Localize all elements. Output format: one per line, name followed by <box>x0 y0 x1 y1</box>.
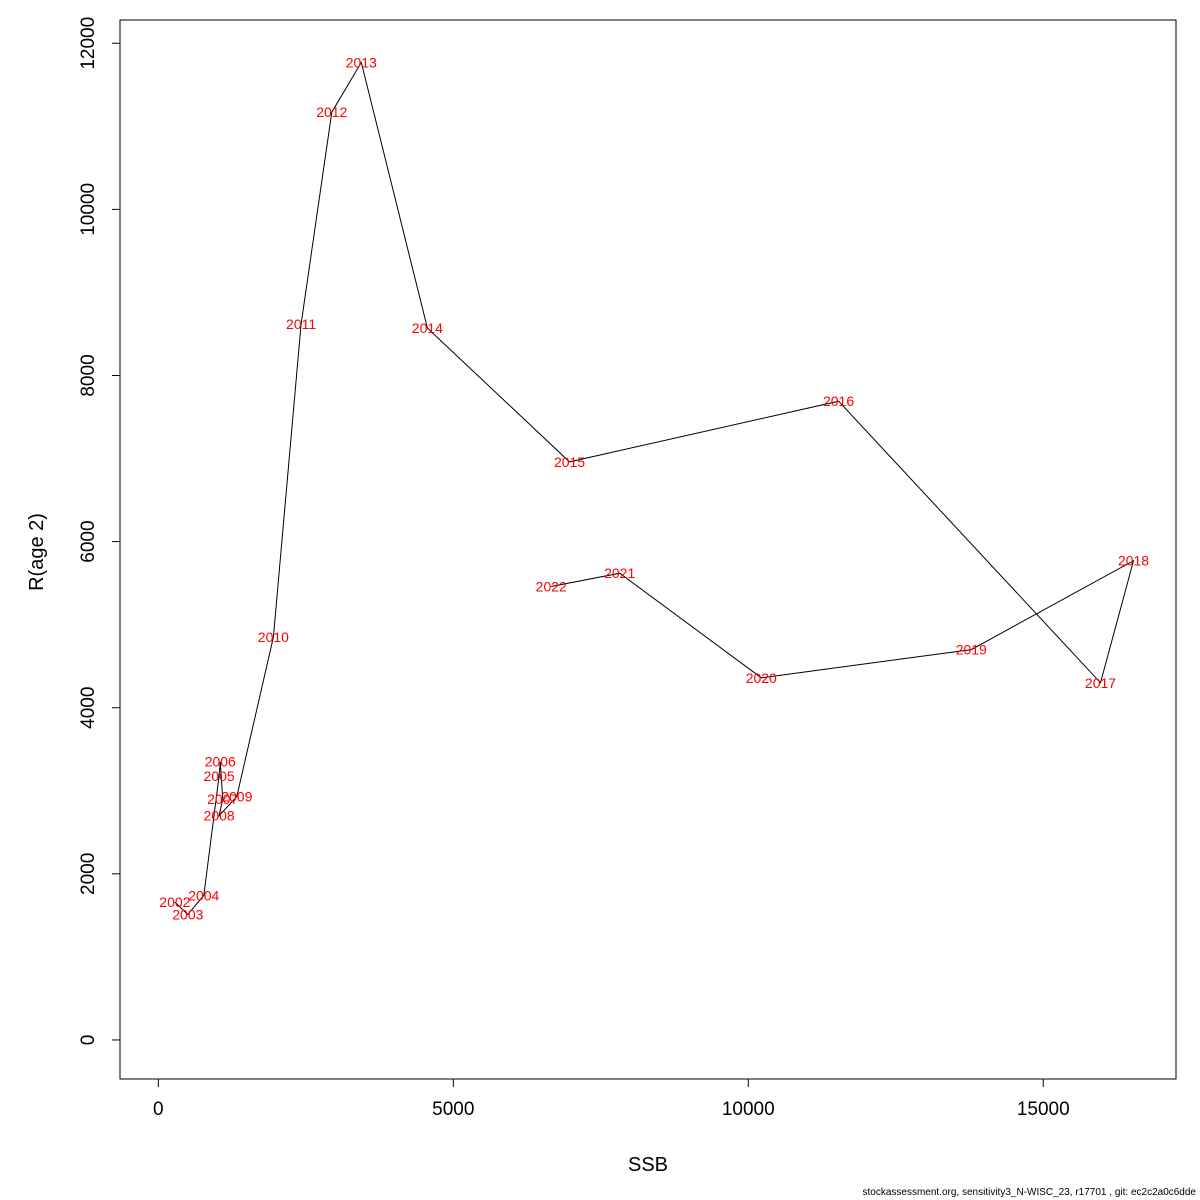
point-label-2003: 2003 <box>172 907 203 923</box>
point-label-2009: 2009 <box>221 789 252 805</box>
point-label-2011: 2011 <box>286 316 316 332</box>
point-label-2010: 2010 <box>258 629 289 645</box>
footer-note: stockassessment.org, sensitivity3_N-WISC… <box>862 1187 1197 1198</box>
point-label-2004: 2004 <box>188 887 219 903</box>
point-label-2014: 2014 <box>412 320 443 336</box>
x-tick-label: 10000 <box>722 1099 775 1120</box>
y-axis: 0 2000 4000 6000 8000 10000 12000 <box>78 17 121 1046</box>
point-label-2006: 2006 <box>205 754 236 770</box>
x-axis-title: SSB <box>628 1154 668 1176</box>
point-label-2016: 2016 <box>823 393 854 409</box>
point-label-2013: 2013 <box>346 54 377 70</box>
y-tick-label: 8000 <box>78 354 99 396</box>
y-tick-label: 10000 <box>78 183 99 236</box>
point-label-2007: 2007 <box>207 791 238 807</box>
y-tick-label: 2000 <box>78 853 99 895</box>
point-label-2019: 2019 <box>956 642 987 658</box>
x-tick-label: 0 <box>153 1099 164 1120</box>
x-axis: 0 5000 10000 15000 <box>153 1078 1070 1120</box>
y-tick-label: 4000 <box>78 687 99 729</box>
x-tick-label: 15000 <box>1017 1099 1070 1120</box>
series-line-path <box>174 61 1135 916</box>
point-label-2008: 2008 <box>204 808 235 824</box>
y-tick-label: 6000 <box>78 520 99 562</box>
point-label-2021: 2021 <box>604 565 635 581</box>
y-axis-title: R(age 2) <box>26 513 48 591</box>
y-tick-label: 12000 <box>78 17 99 70</box>
point-label-2002: 2002 <box>159 894 190 910</box>
point-label-2012: 2012 <box>316 104 347 120</box>
x-tick-label: 5000 <box>432 1099 474 1120</box>
point-label-2015: 2015 <box>554 454 585 470</box>
point-label-2022: 2022 <box>536 578 567 594</box>
point-label-2018: 2018 <box>1118 553 1149 569</box>
point-labels: 2002200320042005200620072008200920102011… <box>159 54 1149 922</box>
point-label-2017: 2017 <box>1085 675 1116 691</box>
plot-frame <box>119 19 1177 1080</box>
point-label-2020: 2020 <box>746 670 777 686</box>
point-label-2005: 2005 <box>204 768 235 784</box>
series-line <box>174 61 1135 916</box>
y-tick-label: 0 <box>78 1035 99 1046</box>
